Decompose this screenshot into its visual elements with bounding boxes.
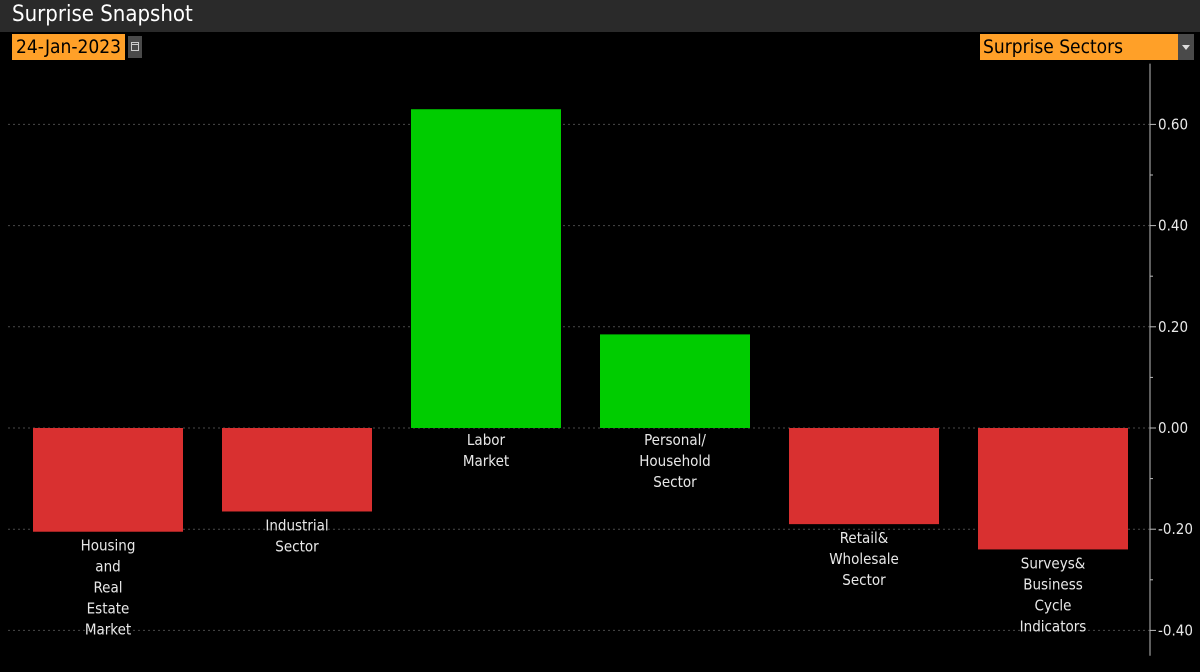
y-tick-label: -0.20 [1158,520,1193,538]
bar [789,428,939,525]
category-label: Retail& Wholesale Sector [829,529,899,589]
sector-select[interactable]: Surprise Sectors [980,34,1178,60]
bar [411,109,561,428]
bar [222,428,372,512]
category-label: Industrial Sector [265,516,328,555]
bars [33,109,1128,550]
title-bar: Surprise Snapshot [0,0,1200,32]
y-tick-label: 0.20 [1158,318,1188,336]
page-title: Surprise Snapshot [12,2,193,27]
category-label: Labor Market [463,431,509,470]
bar [978,428,1128,550]
calendar-icon[interactable] [128,36,142,58]
y-tick-label: 0.40 [1158,217,1188,235]
y-tick-label: -0.40 [1158,621,1193,639]
category-label: Surveys& Business Cycle Indicators [1020,554,1087,635]
grid [8,123,1150,631]
category-label: Housing and Real Estate Market [81,537,136,639]
bar [33,428,183,532]
y-tick-label: 0.60 [1158,115,1188,133]
bar [600,334,750,428]
chevron-down-icon[interactable] [1178,34,1194,60]
date-field[interactable]: 24-Jan-2023 [12,34,125,60]
y-axis: 0.60 0.40 0.20 0.00 -0.20 -0.40 [1149,63,1193,656]
y-tick-label: 0.00 [1158,419,1188,437]
category-label: Personal/Household Sector [639,431,710,491]
category-labels: Housing and Real Estate Market Industrial Sect… [81,431,1087,639]
